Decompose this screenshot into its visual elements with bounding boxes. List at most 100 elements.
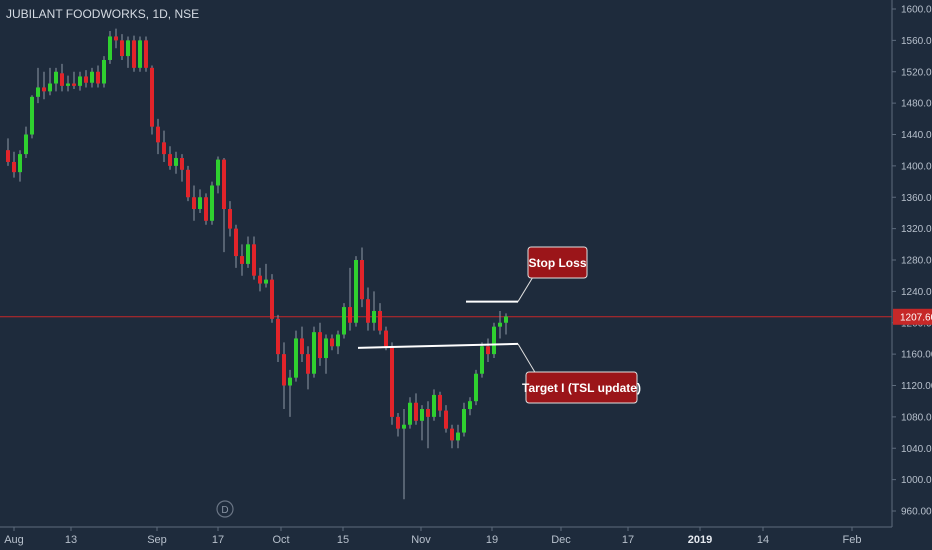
candle-body [144,40,148,68]
x-tick-label: 15 [337,534,349,546]
candle-body [90,71,94,83]
candle [288,369,292,417]
y-tick-label: 1600.00 [901,5,932,16]
y-tick-label: 1240.00 [901,287,932,298]
candle-body [132,40,136,68]
candle [450,424,454,449]
candle [90,67,94,88]
candle [114,28,118,49]
candle-body [246,244,250,264]
candle [258,267,262,292]
y-tick-label: 1360.00 [901,193,932,204]
candle [222,158,226,253]
candle [360,247,364,308]
candle-body [318,332,322,359]
candle [366,287,370,331]
candle-body [30,96,34,135]
candle-body [180,158,184,170]
candle [408,397,412,429]
candle [330,334,334,351]
candle-body [276,318,280,355]
target-callout[interactable] [525,371,638,404]
event-marker[interactable]: D [216,500,234,518]
stop-loss-callout[interactable] [527,246,588,279]
candle-body [138,40,142,68]
candle-body [204,197,208,221]
candle [282,342,286,410]
candle [168,146,172,170]
candle [36,67,40,104]
candle [174,151,178,174]
candle-body [438,394,442,411]
candle-body [330,338,334,347]
candle [444,405,448,433]
x-tick-label: Dec [551,534,571,546]
candle-body [414,402,418,421]
candle [72,71,76,90]
candle [156,118,160,155]
candle [396,412,400,437]
candle-body [72,83,76,86]
candle-body [78,76,82,86]
candle-body [120,40,124,57]
candle [402,409,406,500]
candle-body [480,346,484,374]
candle-body [300,338,304,355]
x-tick-label: Oct [272,534,289,546]
y-tick-label: 1480.00 [901,99,932,110]
candle-body [294,338,298,378]
candle-body [252,244,256,276]
candle [66,75,70,92]
candle-body [420,409,424,421]
candle-body [450,428,454,441]
candle-body [168,154,172,166]
candle [414,393,418,425]
candle [246,236,250,268]
candle [348,267,352,331]
y-tick-label: 1440.00 [901,130,932,141]
candle [504,313,508,335]
candle-body [354,260,358,323]
candle [294,330,298,382]
candle-body [456,432,460,441]
candle [96,65,100,88]
candle [216,156,220,194]
candle-body [210,185,214,221]
chart-title: JUBILANT FOODWORKS, 1D, NSE [6,7,199,21]
candle-body [156,126,160,143]
candle [60,63,64,92]
x-tick-label: 14 [757,534,769,546]
candle [30,95,34,139]
y-tick-label: 1280.00 [901,256,932,267]
candle-body [186,169,190,198]
x-tick-label: 17 [622,534,634,546]
event-marker-label: D [221,505,228,516]
candle [12,151,16,178]
candle-body [6,150,10,162]
candle-body [174,158,178,166]
event-marker-circle[interactable] [216,500,234,518]
candle [462,402,466,437]
candle [144,36,148,72]
candle-body [102,59,106,84]
candle-body [270,279,274,319]
candle-body [234,228,238,257]
x-tick-label: Nov [411,534,431,546]
candle-body [12,161,16,173]
x-tick-label: Sep [147,534,167,546]
candle-body [18,154,22,173]
candle-body [258,275,262,284]
candle-body [126,40,130,57]
candle-body [66,83,70,86]
candle [84,70,88,88]
candle [456,424,460,449]
candle-body [462,409,466,433]
candle-body [42,87,46,92]
candle-body [264,279,268,284]
candle [126,36,130,68]
candle-body [348,307,352,323]
candle-body [288,377,292,386]
candle [276,314,280,362]
candle-body [384,330,388,347]
target-line[interactable] [357,342,519,349]
